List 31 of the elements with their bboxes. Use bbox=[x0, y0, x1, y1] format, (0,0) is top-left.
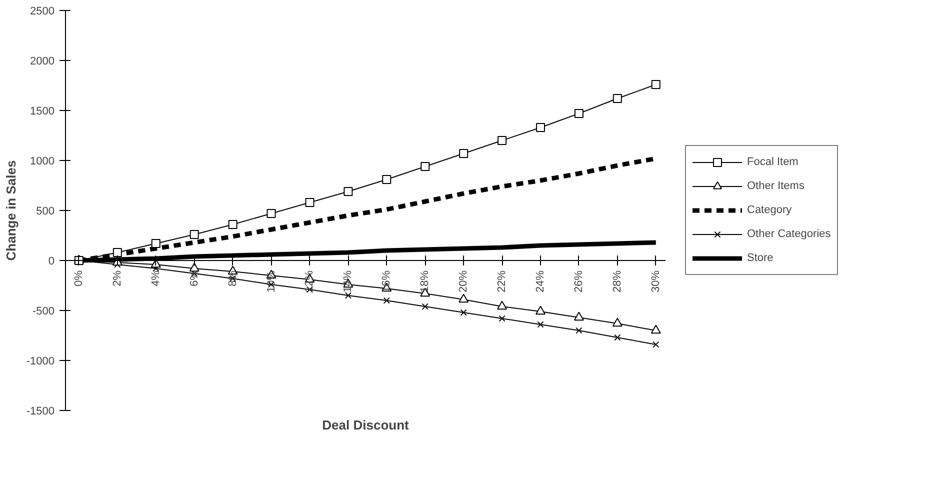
legend-label: Focal Item bbox=[747, 156, 798, 168]
x-tick-label: 6% bbox=[188, 270, 200, 286]
y-tick-label: 1000 bbox=[30, 156, 55, 168]
x-tick-label: 30% bbox=[650, 270, 662, 293]
y-axis-title: Change in Sales bbox=[3, 160, 18, 261]
x-tick-label: 26% bbox=[572, 270, 585, 293]
y-tick-label: 0 bbox=[48, 256, 55, 268]
x-tick-label: 20% bbox=[458, 270, 470, 293]
legend-label: Category bbox=[747, 204, 792, 216]
x-tick-label: 18% bbox=[419, 270, 432, 293]
x-tick-label: 16% bbox=[380, 270, 393, 293]
x-tick-label: 22% bbox=[496, 270, 508, 293]
legend-label: Other Items bbox=[747, 180, 804, 192]
y-tick-label: -500 bbox=[32, 306, 55, 318]
x-tick-label: 24% bbox=[534, 270, 546, 293]
legend-label: Store bbox=[747, 252, 774, 264]
x-tick-label: 2% bbox=[111, 270, 124, 286]
x-axis-title: Deal Discount bbox=[322, 418, 410, 432]
y-tick-label: 2500 bbox=[30, 6, 55, 18]
y-tick-label: 2000 bbox=[30, 56, 55, 68]
x-tick-label: 0% bbox=[72, 270, 85, 286]
x-tick-label: 10% bbox=[265, 270, 278, 293]
x-tick-label: 4% bbox=[150, 270, 162, 286]
x-tick-label: 14% bbox=[342, 270, 354, 293]
y-tick-label: 1500 bbox=[30, 106, 55, 118]
x-tick-label: 28% bbox=[611, 270, 624, 293]
y-tick-label: -1000 bbox=[26, 356, 55, 368]
legend-label: Other Categories bbox=[747, 228, 831, 240]
y-tick-label: -1500 bbox=[26, 406, 55, 418]
y-tick-label: 500 bbox=[36, 206, 55, 218]
x-tick-label: 12% bbox=[304, 270, 316, 293]
